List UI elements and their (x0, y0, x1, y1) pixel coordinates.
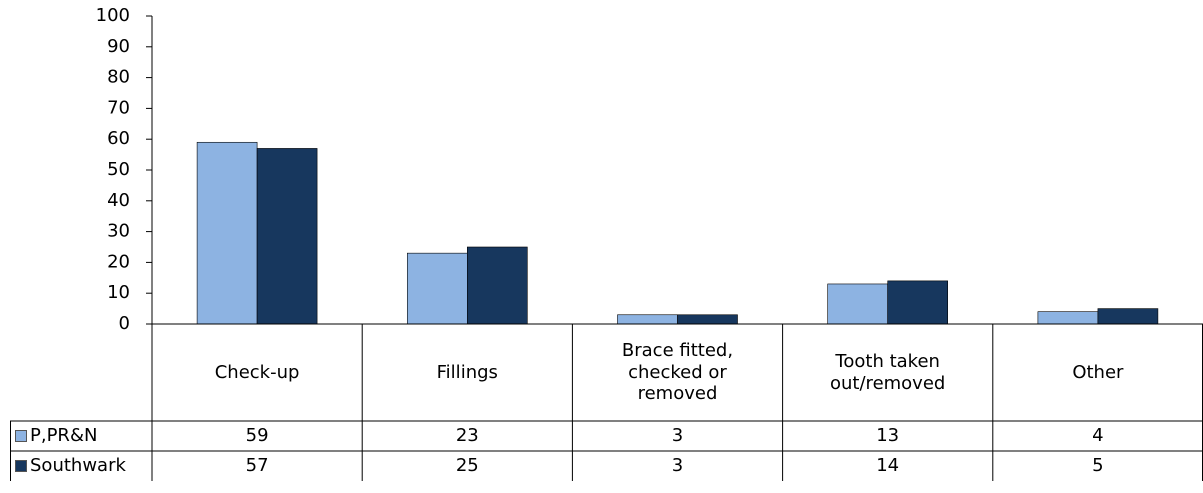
bar (1097, 308, 1159, 325)
y-tick-label: 40 (107, 190, 130, 211)
bar (617, 314, 678, 325)
table-value: 3 (671, 455, 684, 477)
bar (466, 246, 528, 325)
y-tick-label: 0 (119, 313, 130, 334)
table-value: 59 (245, 425, 269, 447)
table-value: 5 (1092, 455, 1104, 477)
y-tick-label: 90 (107, 36, 130, 57)
bar (406, 252, 468, 325)
y-tick-label: 50 (107, 159, 130, 180)
table-value: 14 (876, 455, 900, 477)
y-tick-label: 60 (107, 128, 130, 149)
table-value: 3 (671, 425, 684, 447)
category-label: Fillings (436, 361, 498, 383)
bar (887, 280, 949, 325)
y-tick-label: 100 (96, 5, 130, 26)
legend-label: P,PR&N (30, 425, 98, 447)
table-value: 13 (876, 425, 900, 447)
category-label: Other (1072, 361, 1124, 383)
bar (256, 148, 318, 325)
y-tick-label: 70 (107, 97, 130, 118)
legend-swatch (15, 460, 27, 472)
y-tick-label: 10 (107, 282, 130, 303)
table-value: 4 (1092, 425, 1104, 447)
bar (677, 314, 738, 325)
category-label: Tooth taken out/removed (830, 350, 946, 394)
bar (1037, 311, 1099, 325)
y-tick-label: 20 (107, 251, 130, 272)
table-value: 57 (245, 455, 269, 477)
bar (196, 141, 258, 325)
category-label: Check-up (214, 361, 300, 383)
bar (827, 283, 889, 325)
legend-swatch (15, 430, 27, 442)
y-tick-label: 80 (107, 67, 130, 88)
y-tick-label: 30 (107, 221, 130, 242)
table-value: 25 (455, 455, 479, 477)
category-label: Brace fitted, checked or removed (621, 340, 734, 405)
table-value: 23 (455, 425, 479, 447)
legend-label: Southwark (30, 455, 126, 477)
